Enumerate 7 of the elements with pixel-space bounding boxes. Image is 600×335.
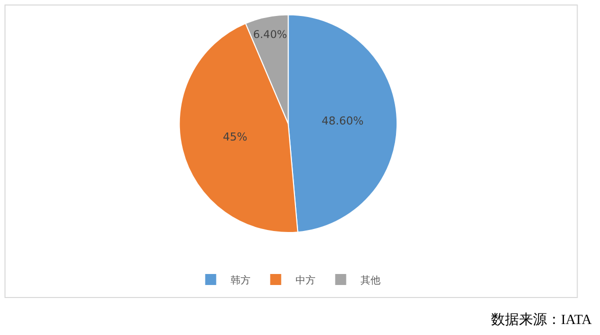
data-label: 45% <box>222 130 248 144</box>
legend-label: 其他 <box>360 274 381 286</box>
data-label: 48.60% <box>322 114 364 128</box>
legend-label: 韩方 <box>230 274 251 286</box>
data-label: 6.40% <box>253 28 288 42</box>
source-note: 数据来源：IATA <box>491 312 593 328</box>
legend-label: 中方 <box>296 274 316 286</box>
